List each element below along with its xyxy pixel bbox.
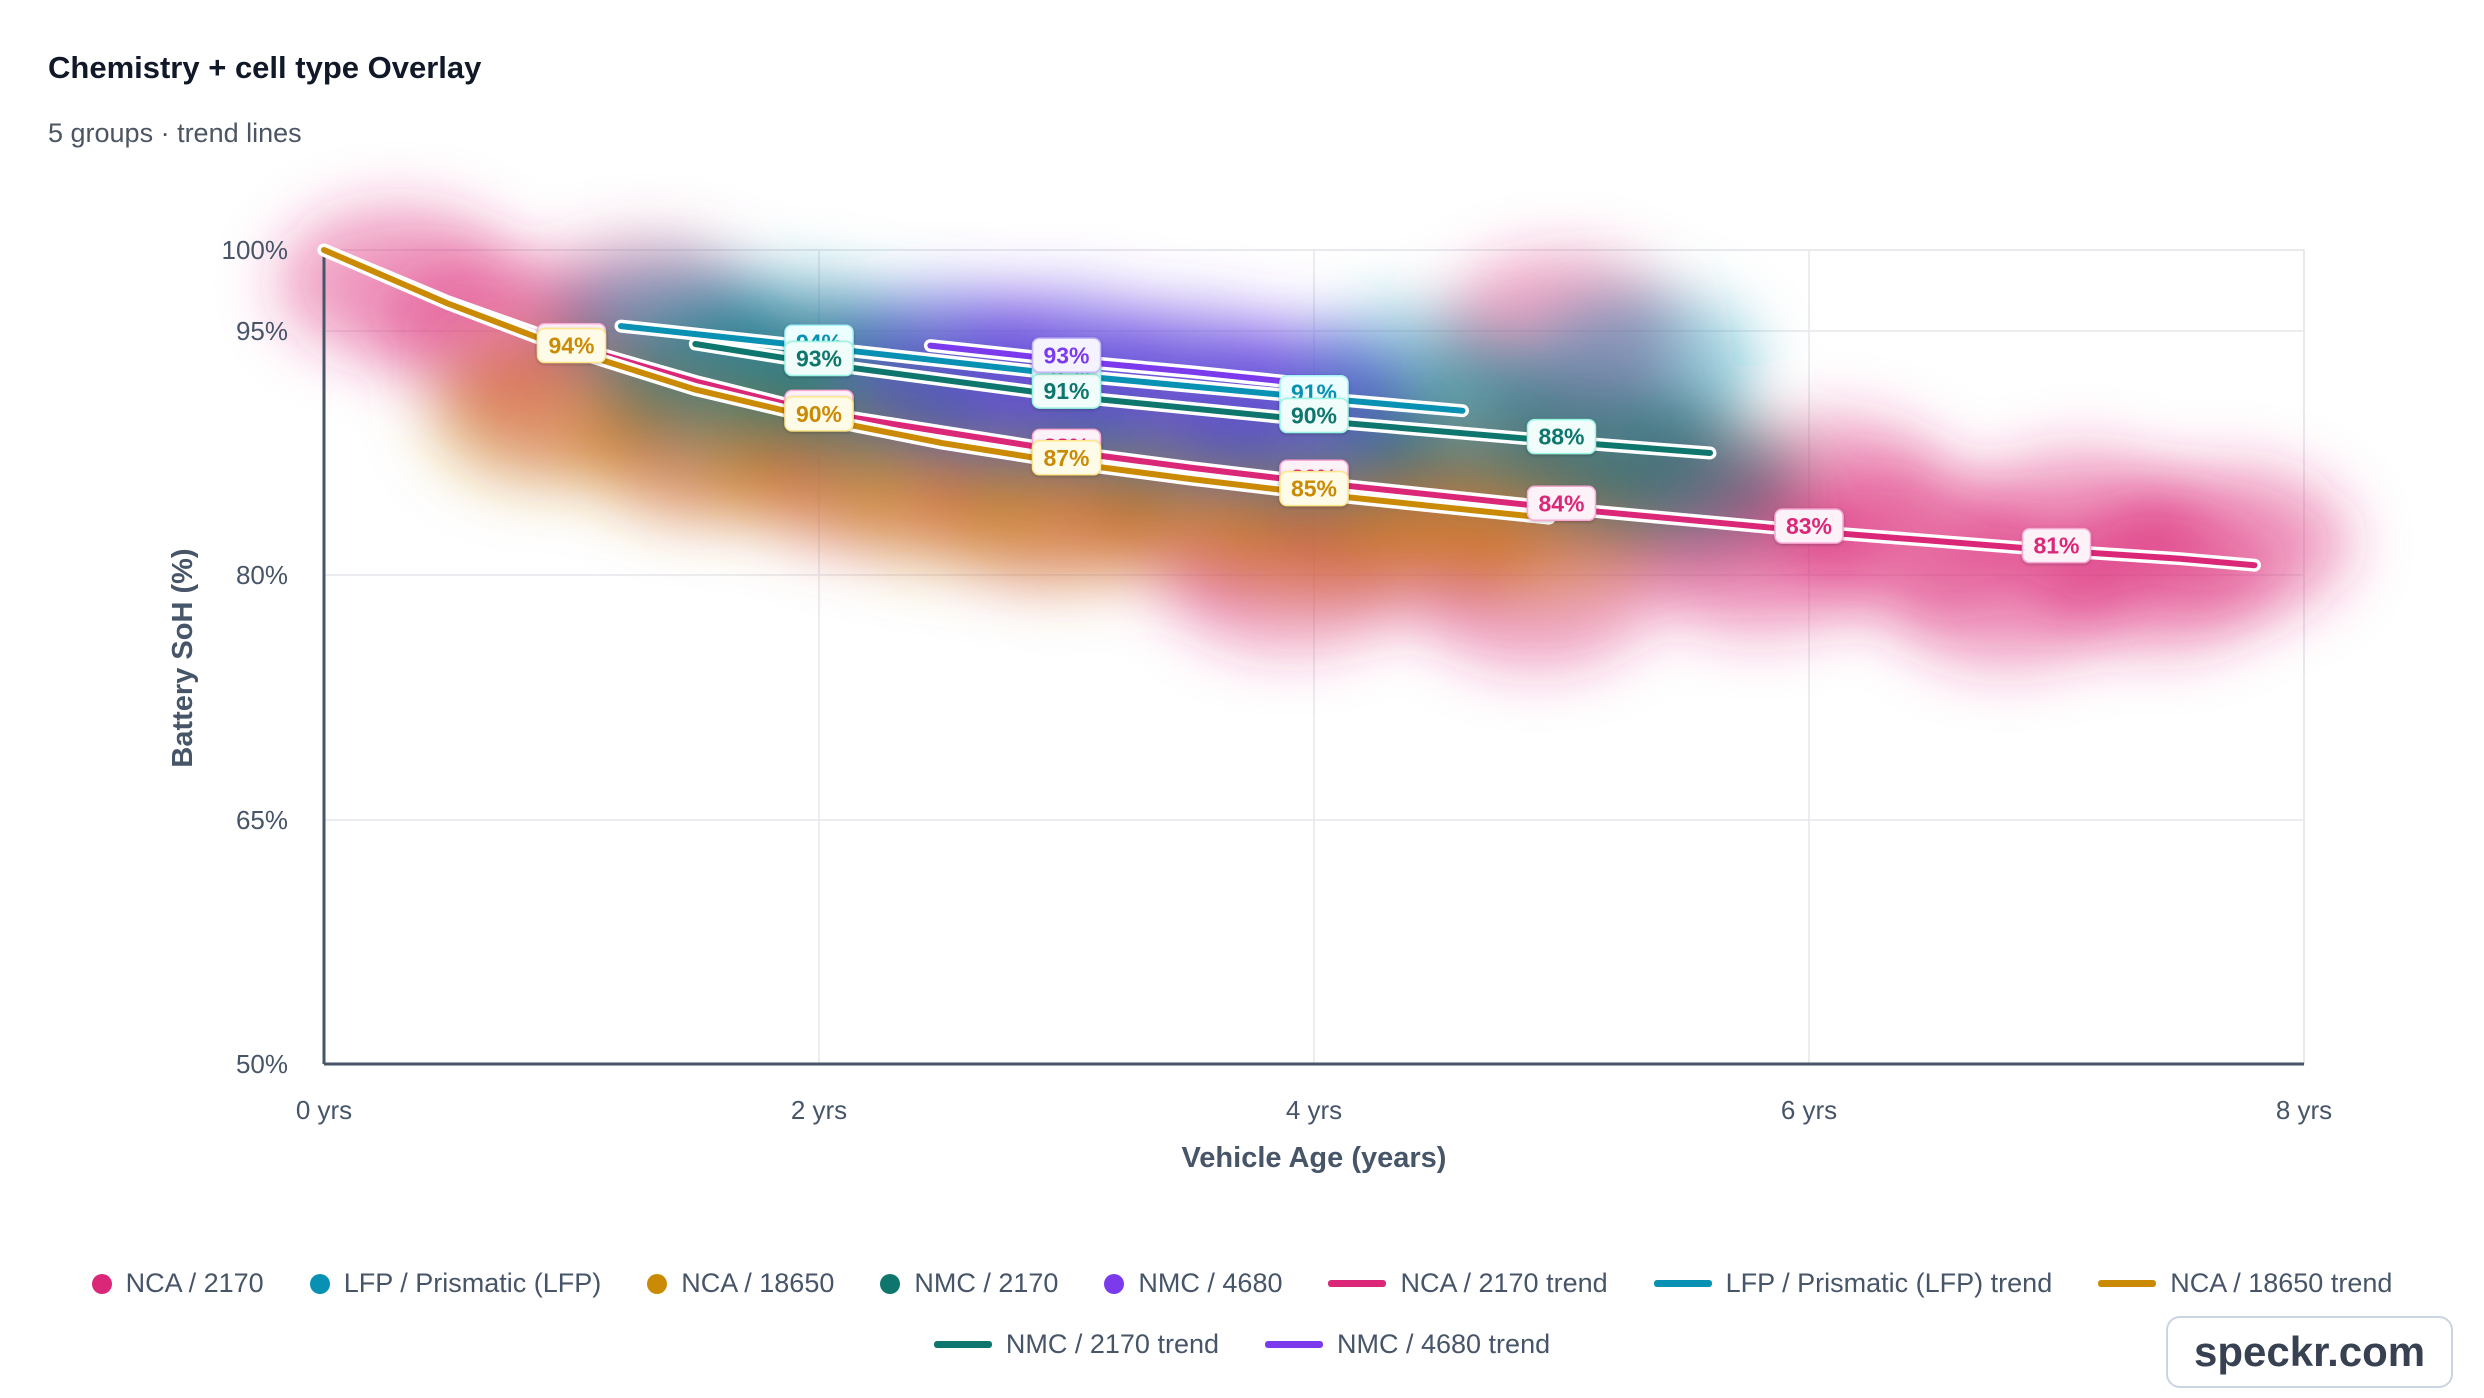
label-text: 94%	[548, 333, 594, 359]
legend: NCA / 2170 LFP / Prismatic (LFP) NCA / 186…	[60, 1268, 2424, 1360]
legend-line-icon	[933, 1341, 992, 1348]
label-text: 88%	[1538, 424, 1584, 450]
chart-title: Chemistry + cell type Overlay	[48, 50, 482, 85]
legend-label: NMC / 4680	[1138, 1268, 1283, 1298]
legend-line-icon	[2098, 1280, 2157, 1287]
label-pill	[1031, 373, 1102, 409]
legend-item[interactable]: NCA / 2170 trend	[1328, 1268, 1608, 1299]
legend-item[interactable]: NMC / 2170 trend	[933, 1329, 1219, 1360]
legend-item[interactable]: NMC / 2170	[880, 1268, 1058, 1299]
legend-line-icon	[1328, 1280, 1387, 1287]
trend-value-label: 81%	[2021, 527, 2092, 564]
label-pill	[1526, 485, 1597, 522]
trend-value-label: 90%	[1279, 397, 1349, 434]
label-text: 93%	[796, 346, 842, 372]
trend-value-label: 87%	[1031, 440, 1102, 476]
y-axis-label: Battery SoH (%)	[167, 548, 199, 767]
y-tick-label: 95%	[236, 316, 288, 346]
label-pill	[1279, 397, 1349, 434]
trend-value-label: 93%	[784, 340, 854, 377]
label-pill	[784, 340, 854, 377]
legend-label: NCA / 18650	[681, 1268, 835, 1298]
label-pill	[1774, 508, 1844, 544]
label-pill	[2021, 527, 2092, 564]
scatter-point	[2109, 467, 2350, 618]
y-tick-label: 50%	[236, 1049, 288, 1079]
legend-line-icon	[1653, 1280, 1712, 1287]
x-tick-label: 6 yrs	[1781, 1095, 1837, 1125]
watermark: speckr.com	[2166, 1316, 2454, 1388]
label-pill	[1526, 418, 1597, 455]
label-pill	[1031, 440, 1102, 476]
label-text: 83%	[1786, 513, 1832, 539]
trend-value-label: 85%	[1279, 470, 1349, 507]
legend-dot-icon	[647, 1273, 668, 1294]
trend-value-label: 84%	[1526, 485, 1597, 522]
label-text: 93%	[1043, 342, 1089, 368]
label-text: 90%	[796, 401, 842, 427]
legend-item[interactable]: NMC / 4680	[1104, 1268, 1282, 1299]
label-text: 85%	[1291, 476, 1337, 502]
axes: 50% 65% 80% 95% 100% 0 yrs 2 yrs 4 yrs 6 yrs 8 yr…	[222, 235, 2333, 1125]
label-text: 91%	[1043, 378, 1089, 404]
label-text: 84%	[1538, 490, 1584, 516]
legend-label: NMC / 2170	[914, 1268, 1059, 1298]
trend-line	[321, 247, 1553, 522]
legend-label: NMC / 2170 trend	[1005, 1329, 1219, 1359]
y-tick-label: 65%	[236, 805, 288, 835]
x-tick-label: 2 yrs	[791, 1095, 847, 1125]
legend-label: NMC / 4680 trend	[1337, 1329, 1551, 1359]
legend-label: LFP / Prismatic (LFP)	[343, 1268, 602, 1298]
label-text: 81%	[2033, 533, 2079, 559]
legend-item[interactable]: LFP / Prismatic (LFP)	[309, 1268, 602, 1299]
label-pill	[1279, 470, 1349, 507]
legend-item[interactable]: NCA / 2170	[91, 1268, 264, 1299]
trend-labels: 94%90%88%86%84%83%81%94%92%91%94%90%87%8…	[536, 322, 2092, 564]
legend-label: NCA / 2170	[125, 1268, 264, 1298]
y-tick-label: 80%	[236, 560, 288, 590]
legend-dot-icon	[309, 1273, 330, 1294]
label-pill	[784, 396, 854, 432]
label-text: 90%	[1291, 402, 1337, 428]
legend-item[interactable]: NMC / 4680 trend	[1265, 1329, 1550, 1360]
legend-label: NCA / 18650 trend	[2170, 1268, 2393, 1298]
x-tick-label: 8 yrs	[2276, 1095, 2332, 1125]
x-tick-label: 0 yrs	[296, 1095, 352, 1125]
y-tick-label: 100%	[222, 235, 289, 265]
chart-area: 50% 65% 80% 95% 100% 0 yrs 2 yrs 4 yrs 6 yrs 8 yr…	[167, 207, 2350, 1174]
trend-value-label: 93%	[1031, 337, 1102, 374]
chart-subtitle: 5 groups · trend lines	[48, 118, 302, 148]
trend-line	[927, 342, 1305, 387]
label-text: 87%	[1043, 445, 1089, 471]
label-pill	[536, 327, 607, 364]
x-tick-label: 4 yrs	[1286, 1095, 1342, 1125]
legend-item[interactable]: NCA / 18650 trend	[2098, 1268, 2392, 1299]
legend-line-icon	[1265, 1341, 1323, 1348]
trend-value-label: 91%	[1031, 373, 1102, 409]
legend-dot-icon	[1104, 1273, 1125, 1294]
trend-value-label: 90%	[784, 396, 854, 432]
trend-value-label: 94%	[536, 327, 607, 364]
legend-item[interactable]: LFP / Prismatic (LFP) trend	[1653, 1268, 2053, 1299]
legend-dot-icon	[91, 1273, 112, 1294]
legend-item[interactable]: NCA / 18650	[647, 1268, 834, 1299]
legend-label: LFP / Prismatic (LFP) trend	[1725, 1268, 2053, 1298]
legend-label: NCA / 2170 trend	[1400, 1268, 1608, 1298]
trend-value-label: 88%	[1526, 418, 1597, 455]
x-axis-label: Vehicle Age (years)	[1182, 1142, 1447, 1174]
trend-value-label: 83%	[1774, 508, 1844, 544]
legend-dot-icon	[880, 1273, 901, 1294]
label-pill	[1031, 337, 1102, 374]
